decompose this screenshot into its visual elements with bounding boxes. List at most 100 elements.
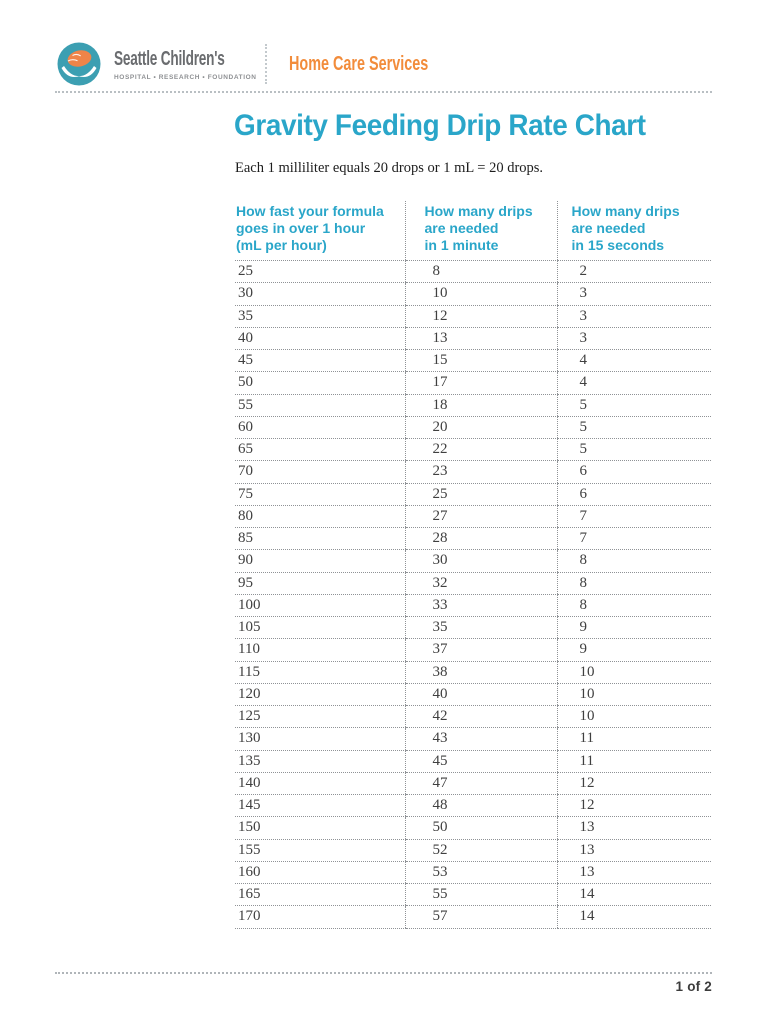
table-cell: 11 [556,727,711,751]
table-row: 145 48 12 [235,794,711,818]
table-cell: 55 [404,883,557,907]
table-cell: 45 [404,750,557,773]
table-cell: 165 [235,883,405,907]
table-cell: 80 [235,505,405,529]
table-row: 90 30 8 [235,549,711,573]
table-cell: 7 [556,527,711,551]
table-cell: 14 [556,883,711,907]
table-row: 85 28 7 [235,527,711,551]
table-cell: 33 [404,594,557,618]
table-cell: 42 [404,705,557,729]
table-row: 165 55 14 [235,883,711,907]
table-cell: 13 [556,839,711,862]
table-cell: 37 [404,638,557,662]
table-cell: 17 [404,371,557,395]
table-cell: 12 [556,794,711,818]
table-row: 135 45 11 [235,750,711,773]
seattle-childrens-logo-icon [57,42,101,86]
page-header: Seattle Children's HOSPITAL • RESEARCH •… [57,42,482,86]
table-cell: 53 [404,861,557,885]
department-name: Home Care Services [289,52,429,75]
table-row: 160 53 13 [235,861,711,885]
table-row: 110 37 9 [235,638,711,662]
table-cell: 70 [235,460,405,484]
page-subtitle: Each 1 milliliter equals 20 drops or 1 m… [235,160,544,176]
table-cell: 60 [235,416,405,440]
table-row: 80 27 7 [235,505,711,529]
table-cell: 22 [404,438,557,462]
org-name: Seattle Children's [114,47,225,70]
table-cell: 5 [556,394,711,417]
table-cell: 3 [556,282,711,306]
table-row: 25 8 2 [235,260,711,284]
column-header-ml-per-hour: How fast your formula goes in over 1 hou… [235,201,405,261]
table-row: 100 33 8 [235,594,711,618]
table-cell: 10 [556,661,711,684]
table-cell: 9 [556,616,711,640]
table-row: 95 32 8 [235,572,711,595]
table-cell: 57 [404,905,557,929]
table-cell: 155 [235,839,405,862]
table-cell: 12 [404,305,557,328]
table-row: 40 13 3 [235,327,711,351]
table-row: 65 22 5 [235,438,711,462]
table-cell: 4 [556,349,711,373]
table-cell: 130 [235,727,405,751]
table-cell: 7 [556,505,711,529]
page-number: 1 of 2 [675,979,712,994]
table-cell: 35 [404,616,557,640]
table-cell: 75 [235,483,405,506]
table-cell: 13 [404,327,557,351]
table-cell: 27 [404,505,557,529]
table-cell: 13 [556,861,711,885]
table-cell: 6 [556,483,711,506]
footer-rule [55,972,712,974]
page-title: Gravity Feeding Drip Rate Chart [234,109,646,142]
table-cell: 5 [556,416,711,440]
table-cell: 115 [235,661,405,684]
table-cell: 4 [556,371,711,395]
table-cell: 48 [404,794,557,818]
table-cell: 5 [556,438,711,462]
brand-text: Seattle Children's HOSPITAL • RESEARCH •… [114,47,256,81]
table-cell: 30 [404,549,557,573]
table-row: 35 12 3 [235,305,711,328]
table-cell: 12 [556,772,711,796]
table-cell: 110 [235,638,405,662]
table-row: 130 43 11 [235,727,711,751]
table-cell: 100 [235,594,405,618]
table-cell: 8 [556,594,711,618]
table-row: 115 38 10 [235,661,711,684]
drip-rate-table: How fast your formula goes in over 1 hou… [235,201,711,929]
table-row: 60 20 5 [235,416,711,440]
table-cell: 50 [235,371,405,395]
table-cell: 35 [235,305,405,328]
table-cell: 8 [556,549,711,573]
table-row: 75 25 6 [235,483,711,506]
table-cell: 135 [235,750,405,773]
table-row: 105 35 9 [235,616,711,640]
table-row: 30 10 3 [235,282,711,306]
table-cell: 9 [556,638,711,662]
table-row: 170 57 14 [235,905,711,929]
table-cell: 50 [404,816,557,840]
table-cell: 13 [556,816,711,840]
table-cell: 43 [404,727,557,751]
table-cell: 10 [556,683,711,707]
table-row: 50 17 4 [235,371,711,395]
table-cell: 3 [556,305,711,328]
table-cell: 120 [235,683,405,707]
table-cell: 2 [556,260,711,284]
table-cell: 23 [404,460,557,484]
table-cell: 15 [404,349,557,373]
column-header-drips-per-minute: How many drips are needed in 1 minute [404,201,557,261]
table-cell: 32 [404,572,557,595]
table-cell: 40 [404,683,557,707]
table-cell: 160 [235,861,405,885]
table-cell: 25 [404,483,557,506]
table-cell: 85 [235,527,405,551]
table-cell: 95 [235,572,405,595]
table-cell: 45 [235,349,405,373]
table-cell: 140 [235,772,405,796]
